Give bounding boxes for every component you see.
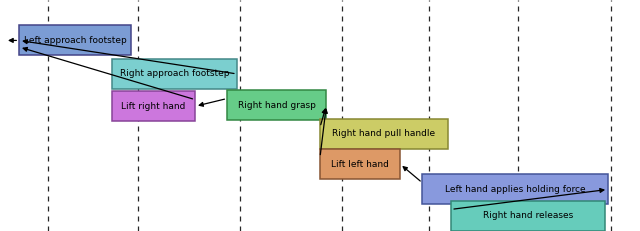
FancyBboxPatch shape [451, 201, 605, 231]
Text: Lift left hand: Lift left hand [331, 160, 389, 168]
Text: Left hand applies holding force: Left hand applies holding force [445, 185, 586, 194]
FancyBboxPatch shape [19, 25, 131, 55]
FancyBboxPatch shape [320, 119, 448, 149]
FancyBboxPatch shape [227, 90, 326, 120]
FancyBboxPatch shape [320, 149, 400, 179]
Text: Right hand pull handle: Right hand pull handle [332, 130, 436, 138]
FancyBboxPatch shape [422, 174, 608, 204]
Text: Right approach footstep: Right approach footstep [120, 70, 229, 78]
FancyBboxPatch shape [112, 59, 237, 89]
FancyBboxPatch shape [112, 91, 195, 121]
Text: Left approach footstep: Left approach footstep [24, 36, 127, 45]
Text: Right hand grasp: Right hand grasp [238, 101, 316, 109]
Text: Lift right hand: Lift right hand [122, 102, 186, 111]
Text: Right hand releases: Right hand releases [483, 212, 573, 220]
